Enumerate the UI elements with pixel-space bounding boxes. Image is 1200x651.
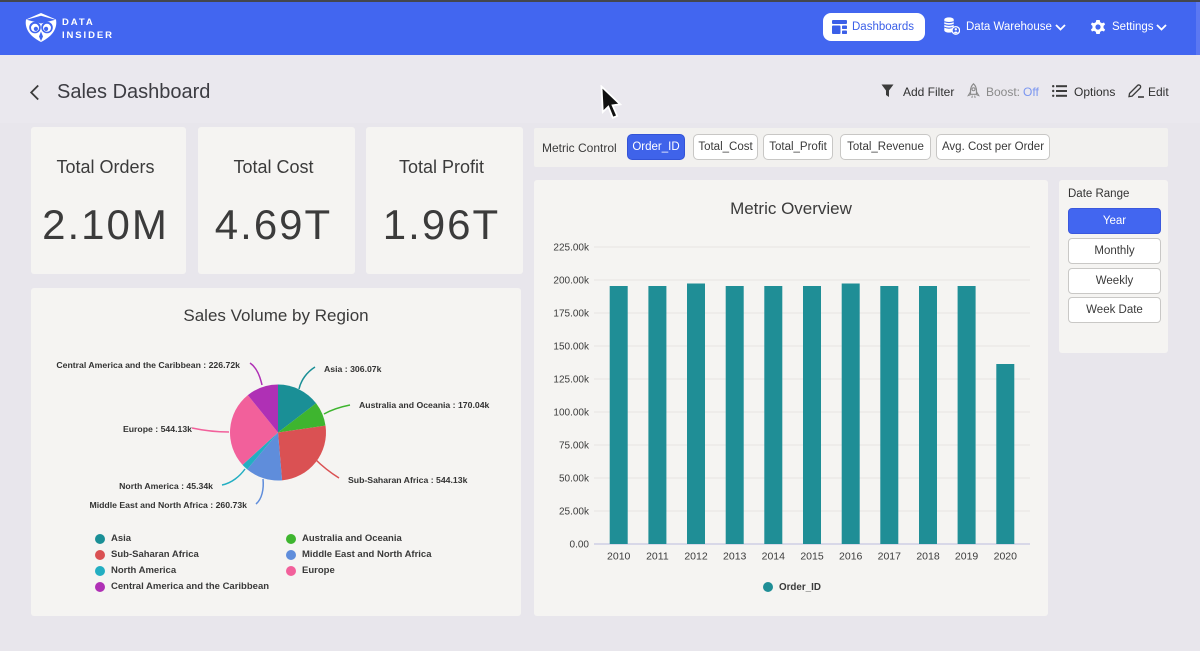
svg-text:2012: 2012 — [684, 551, 708, 563]
svg-text:125.00k: 125.00k — [553, 375, 590, 386]
svg-text:175.00k: 175.00k — [553, 309, 590, 320]
svg-text:50.00k: 50.00k — [559, 474, 590, 485]
svg-text:2013: 2013 — [723, 551, 747, 563]
svg-text:2010: 2010 — [607, 551, 631, 563]
svg-text:200.00k: 200.00k — [553, 276, 590, 287]
svg-text:100.00k: 100.00k — [553, 408, 590, 419]
svg-text:75.00k: 75.00k — [559, 441, 590, 452]
svg-text:25.00k: 25.00k — [559, 507, 590, 518]
svg-text:2017: 2017 — [878, 551, 902, 563]
svg-text:2020: 2020 — [994, 551, 1018, 563]
svg-text:2016: 2016 — [839, 551, 863, 563]
svg-text:2015: 2015 — [800, 551, 824, 563]
svg-text:2014: 2014 — [762, 551, 786, 563]
svg-text:0.00: 0.00 — [570, 540, 590, 551]
svg-text:2011: 2011 — [646, 551, 669, 563]
svg-text:150.00k: 150.00k — [553, 342, 590, 353]
svg-text:2019: 2019 — [955, 551, 979, 563]
svg-text:225.00k: 225.00k — [553, 243, 590, 254]
svg-text:2018: 2018 — [916, 551, 940, 563]
